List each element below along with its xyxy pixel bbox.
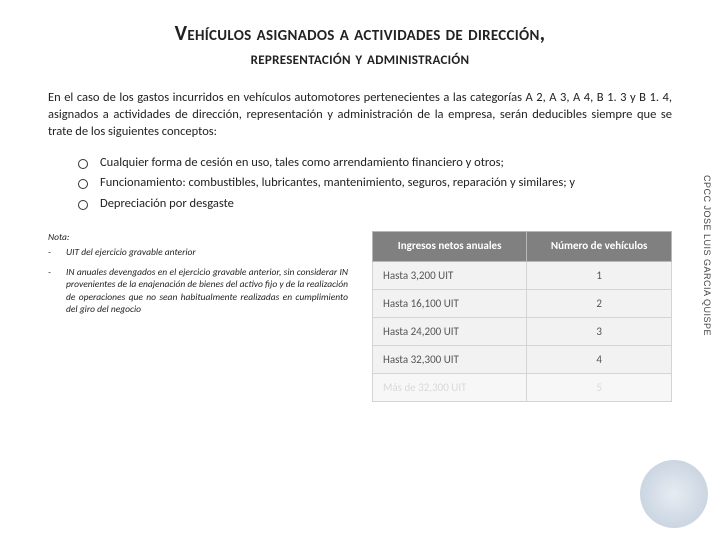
cell-numero: 5 — [527, 373, 672, 401]
cell-numero: 2 — [527, 289, 672, 317]
table-row: Hasta 24,200 UIT 3 — [373, 317, 672, 345]
col-header-ingresos: Ingresos netos anuales — [373, 232, 527, 262]
lower-row: Nota: - UIT del ejercicio gravable anter… — [48, 231, 672, 402]
cell-numero: 3 — [527, 317, 672, 345]
note-item: - UIT del ejercicio gravable anterior — [48, 246, 348, 258]
col-header-numero: Número de vehículos — [527, 232, 672, 262]
table-row: Hasta 32,300 UIT 4 — [373, 345, 672, 373]
notes-block: Nota: - UIT del ejercicio gravable anter… — [48, 231, 348, 323]
dash-icon: - — [48, 266, 56, 315]
table-wrap: Ingresos netos anuales Número de vehícul… — [372, 231, 672, 402]
cell-ingresos: Hasta 32,300 UIT — [373, 345, 527, 373]
note-text: IN anuales devengados en el ejercicio gr… — [66, 266, 348, 315]
table-row: Hasta 16,100 UIT 2 — [373, 289, 672, 317]
cell-ingresos: Más de 32,300 UIT — [373, 373, 527, 401]
note-text: UIT del ejercicio gravable anterior — [66, 246, 348, 258]
corner-disc-icon — [640, 460, 708, 528]
title-line1: Vehículos asignados a actividades de dir… — [48, 20, 672, 47]
notes-heading: Nota: — [48, 231, 348, 243]
title-line2: representación y administración — [48, 47, 672, 72]
cell-ingresos: Hasta 16,100 UIT — [373, 289, 527, 317]
dash-icon: - — [48, 246, 56, 258]
note-item: - IN anuales devengados en el ejercicio … — [48, 266, 348, 315]
cell-numero: 4 — [527, 345, 672, 373]
bullet-item: Funcionamiento: combustibles, lubricante… — [78, 175, 672, 192]
author-label: CPCC JOSE LUIS GARCIA QUISPE — [702, 175, 712, 336]
slide: Vehículos asignados a actividades de dir… — [0, 0, 720, 540]
cell-ingresos: Hasta 3,200 UIT — [373, 261, 527, 289]
bullet-list: Cualquier forma de cesión en uso, tales … — [78, 155, 672, 214]
cell-ingresos: Hasta 24,200 UIT — [373, 317, 527, 345]
intro-paragraph: En el caso de los gastos incurridos en v… — [48, 90, 672, 141]
table-header-row: Ingresos netos anuales Número de vehícul… — [373, 232, 672, 262]
table-body: Hasta 3,200 UIT 1 Hasta 16,100 UIT 2 Has… — [373, 261, 672, 401]
cell-numero: 1 — [527, 261, 672, 289]
bullet-item: Depreciación por desgaste — [78, 196, 672, 213]
table-row: Más de 32,300 UIT 5 — [373, 373, 672, 401]
table-row: Hasta 3,200 UIT 1 — [373, 261, 672, 289]
slide-title: Vehículos asignados a actividades de dir… — [48, 20, 672, 72]
vehicles-table: Ingresos netos anuales Número de vehícul… — [372, 231, 672, 402]
bullet-item: Cualquier forma de cesión en uso, tales … — [78, 155, 672, 172]
